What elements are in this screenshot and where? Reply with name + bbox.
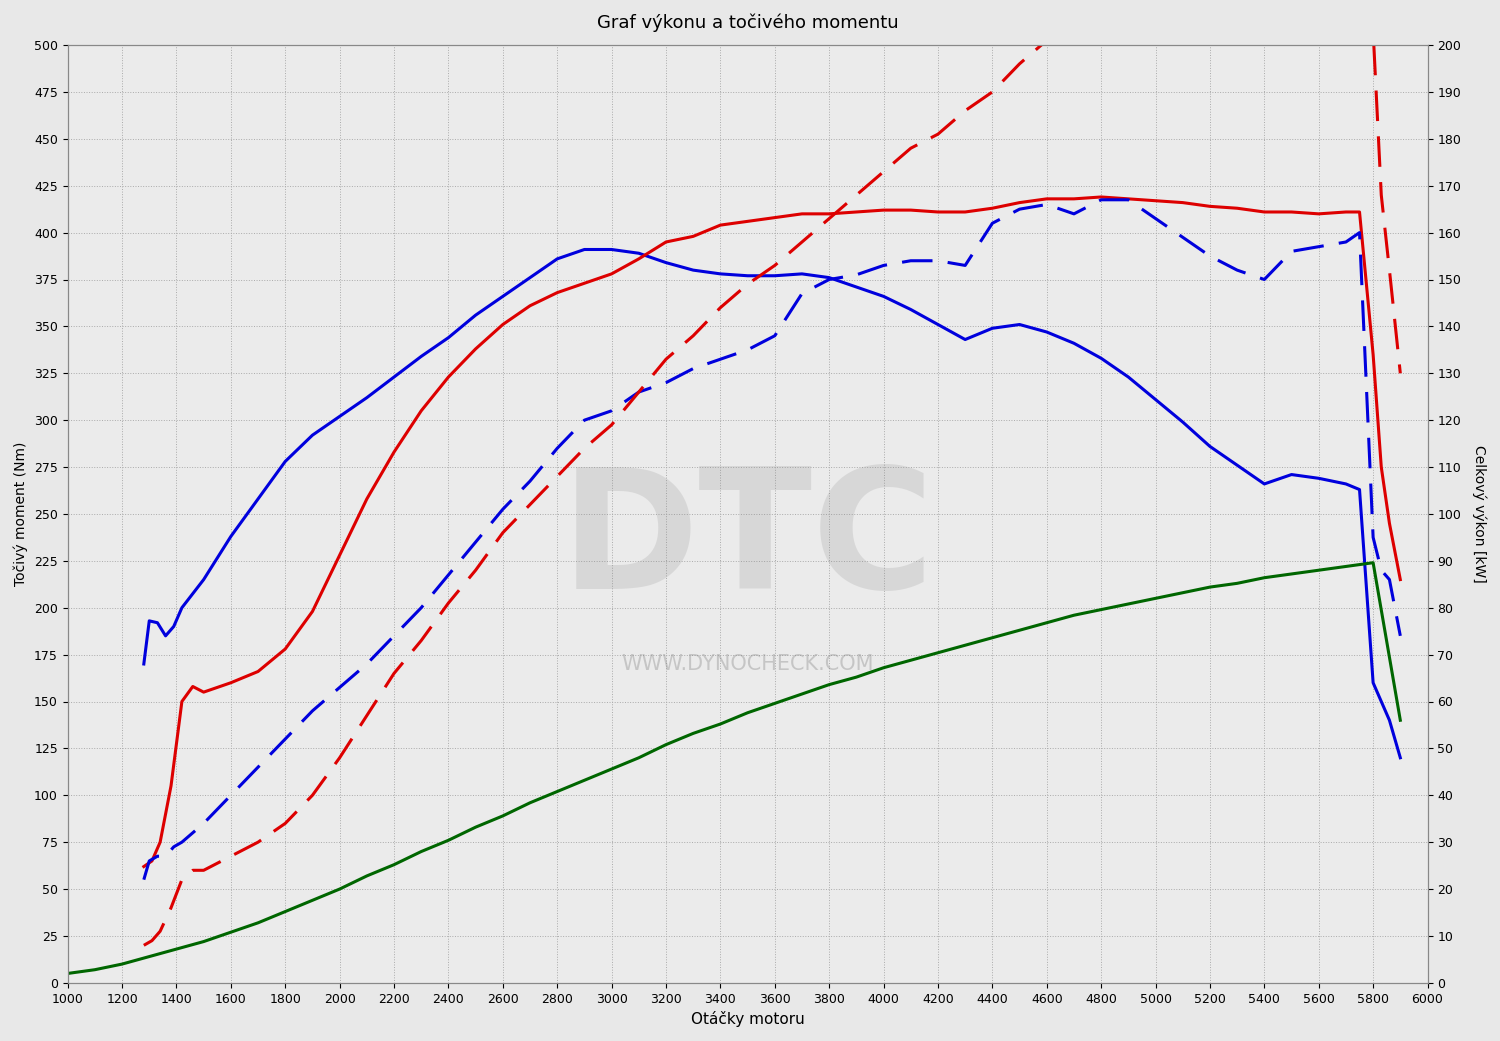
Title: Graf výkonu a točivého momentu: Graf výkonu a točivého momentu	[597, 14, 898, 32]
Text: WWW.DYNOCHECK.COM: WWW.DYNOCHECK.COM	[621, 654, 874, 674]
Y-axis label: Celkový výkon [kW]: Celkový výkon [kW]	[1472, 446, 1486, 583]
Text: DTC: DTC	[561, 460, 934, 624]
Y-axis label: Točivý moment (Nm): Točivý moment (Nm)	[13, 441, 28, 586]
X-axis label: Otáčky motoru: Otáčky motoru	[690, 1011, 804, 1027]
